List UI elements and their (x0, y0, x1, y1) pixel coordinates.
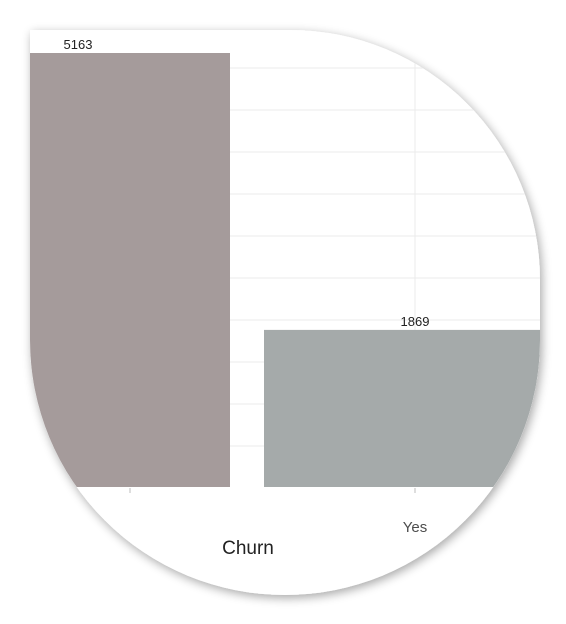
data-label-no: 5163 (64, 37, 93, 52)
x-axis-ticks: Yes (129, 488, 427, 536)
bar-yes (264, 329, 540, 487)
plot-area: 5163 1869 Yes Churn (30, 30, 540, 559)
bars (30, 53, 540, 487)
bar-no (30, 53, 230, 487)
x-tick-label-yes: Yes (403, 519, 427, 536)
data-label-yes: 1869 (401, 314, 430, 329)
x-axis-title: Churn (222, 538, 274, 559)
data-labels: 5163 1869 (64, 37, 430, 329)
